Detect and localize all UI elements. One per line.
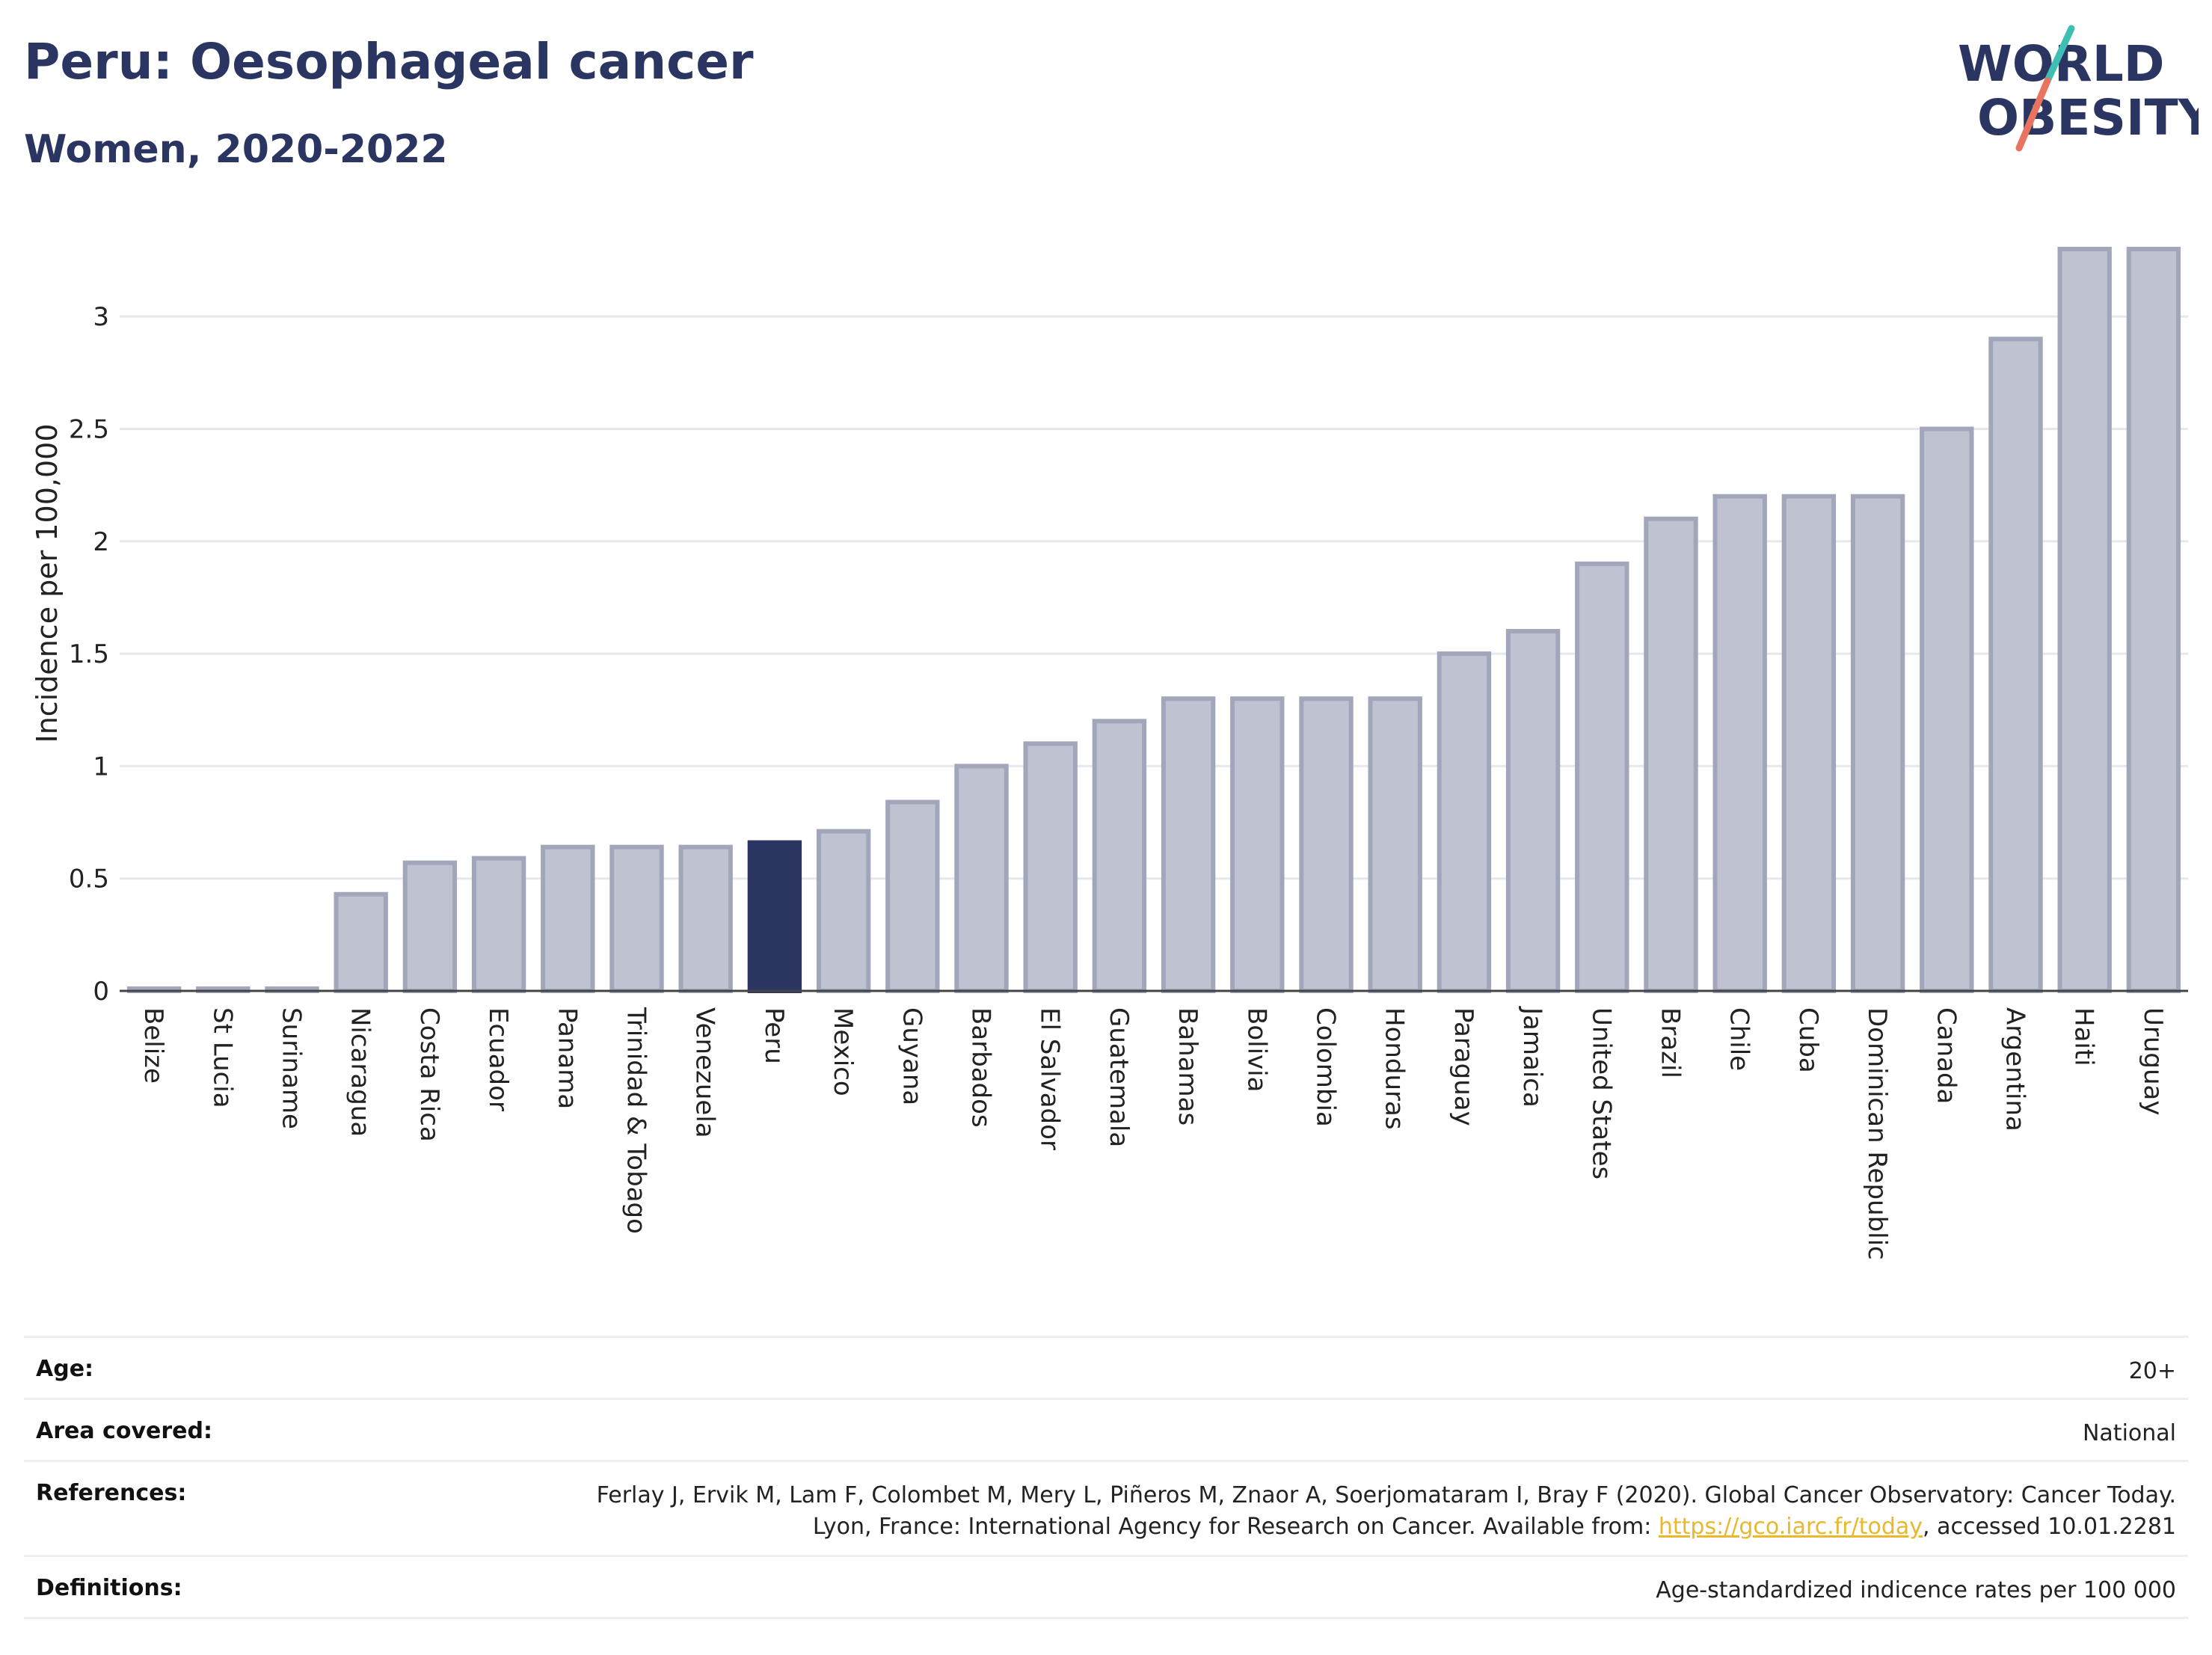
y-tick-labels: 0 0.5 1 1.5 2 2.5 3: [69, 302, 109, 1007]
meta-row-area: Area covered: National: [24, 1398, 2188, 1460]
bar-brazil: [1644, 516, 1698, 993]
chart-subtitle: Women, 2020-2022: [24, 127, 448, 172]
logo-line-obesity: OBESITY: [1977, 89, 2199, 147]
x-tick-label: Suriname: [277, 1007, 307, 1129]
x-tick-label: El Salvador: [1035, 1007, 1065, 1150]
x-tick-label: Barbados: [966, 1007, 996, 1128]
y-tick-label: 1.5: [69, 639, 109, 669]
references-label: References:: [36, 1480, 187, 1506]
bar-haiti: [2057, 247, 2112, 993]
y-tick-label: 0: [93, 977, 109, 1007]
x-tick-label: Jamaica: [1517, 1006, 1547, 1108]
bar-el-salvador: [1023, 741, 1078, 993]
x-tick-label: Canada: [1931, 1007, 1961, 1104]
bar-costa-rica: [402, 860, 458, 993]
bar-barbados: [954, 764, 1009, 993]
x-tick-label: Panama: [552, 1007, 582, 1109]
x-tick-label: Haiti: [2069, 1007, 2099, 1066]
definitions-value: Age-standardized indicence rates per 100…: [1656, 1577, 2176, 1603]
x-tick-label: Nicaragua: [345, 1007, 375, 1137]
meta-row-references: References: Ferlay J, Ervik M, Lam F, Co…: [24, 1460, 2188, 1555]
bar-argentina: [1988, 337, 2043, 993]
bar-united-states: [1575, 561, 1629, 993]
y-tick-label: 1: [93, 752, 109, 782]
age-label: Age:: [36, 1356, 94, 1382]
references-value: Ferlay J, Ervik M, Lam F, Colombet M, Me…: [568, 1480, 2176, 1543]
x-tick-labels: Belize St Lucia Suriname Nicaragua Costa Ric…: [138, 1006, 2168, 1260]
y-tick-label: 3: [93, 302, 109, 332]
x-tick-label: Ecuador: [483, 1007, 513, 1111]
x-tick-label: Cuba: [1793, 1007, 1823, 1073]
x-tick-label: St Lucia: [207, 1007, 237, 1108]
area-value: National: [2082, 1420, 2176, 1446]
bar-chile: [1712, 494, 1767, 993]
bar-peru: [747, 840, 802, 993]
x-tick-label: Chile: [1724, 1007, 1754, 1071]
world-obesity-logo: WORLD OBESITY: [1958, 25, 2199, 152]
x-tick-label: Peru: [759, 1007, 789, 1064]
x-tick-label: Trinidad & Tobago: [621, 1007, 651, 1234]
references-link[interactable]: https://gco.iarc.fr/today: [1658, 1514, 1923, 1540]
x-tick-label: Bahamas: [1173, 1007, 1202, 1126]
bar-mexico: [816, 829, 871, 994]
logo-slash-coral: [2015, 77, 2051, 152]
metadata-table: Age: 20+ Area covered: National Referenc…: [24, 1336, 2188, 1619]
x-tick-label: Argentina: [2000, 1007, 2030, 1132]
x-tick-label: Dominican Republic: [1862, 1007, 1892, 1260]
bar-bahamas: [1161, 696, 1216, 993]
bar-trinidad-tobago: [609, 844, 664, 994]
y-tick-label: 2.5: [69, 415, 109, 445]
y-axis-label: Incidence per 100,000: [31, 423, 64, 743]
x-tick-label: Belize: [138, 1007, 168, 1084]
references-suffix: , accessed 10.01.2281: [1923, 1514, 2176, 1540]
bar-guatemala: [1092, 719, 1147, 993]
bar-venezuela: [678, 844, 733, 994]
y-tick-label: 0.5: [69, 865, 109, 894]
x-tick-label: Costa Rica: [414, 1007, 444, 1142]
bar-bolivia: [1230, 696, 1285, 993]
definitions-label: Definitions:: [36, 1575, 182, 1601]
x-tick-label: Guatemala: [1104, 1007, 1134, 1147]
bar-nicaragua: [334, 891, 388, 993]
x-tick-label: Honduras: [1380, 1007, 1410, 1130]
chart-title: Peru: Oesophageal cancer: [24, 33, 754, 90]
x-tick-label: Venezuela: [690, 1007, 720, 1138]
bars: [126, 247, 2181, 994]
gridlines: [120, 315, 2188, 880]
bar-panama: [541, 844, 595, 994]
x-tick-label: Paraguay: [1448, 1007, 1478, 1126]
bar-canada: [1920, 426, 1974, 993]
bar-colombia: [1299, 696, 1354, 993]
bar-honduras: [1368, 696, 1422, 993]
bar-ecuador: [471, 856, 526, 993]
x-tick-label: Colombia: [1311, 1007, 1341, 1127]
age-value: 20+: [2128, 1358, 2176, 1384]
x-tick-label: Bolivia: [1241, 1007, 1271, 1092]
references-text: Ferlay J, Ervik M, Lam F, Colombet M, Me…: [596, 1482, 2176, 1540]
logo-slash-teal: [2044, 25, 2075, 85]
bar-cuba: [1781, 494, 1837, 993]
x-tick-label: Uruguay: [2138, 1007, 2168, 1116]
bar-paraguay: [1437, 651, 1492, 993]
area-label: Area covered:: [36, 1418, 212, 1444]
bar-jamaica: [1505, 629, 1561, 994]
bar-guyana: [885, 799, 940, 994]
x-tick-label: Guyana: [897, 1007, 927, 1105]
bar-dominican-republic: [1850, 494, 1905, 993]
x-tick-label: Brazil: [1656, 1007, 1686, 1078]
meta-row-definitions: Definitions: Age-standardized indicence …: [24, 1555, 2188, 1619]
bar-uruguay: [2126, 247, 2181, 993]
bar-chart: 0 0.5 1 1.5 2 2.5 3 Belize St Lucia Suriname Nica…: [31, 247, 2188, 1260]
x-tick-label: United States: [1586, 1007, 1616, 1179]
y-tick-label: 2: [93, 527, 109, 557]
x-tick-label: Mexico: [828, 1007, 858, 1096]
meta-row-age: Age: 20+: [24, 1336, 2188, 1398]
